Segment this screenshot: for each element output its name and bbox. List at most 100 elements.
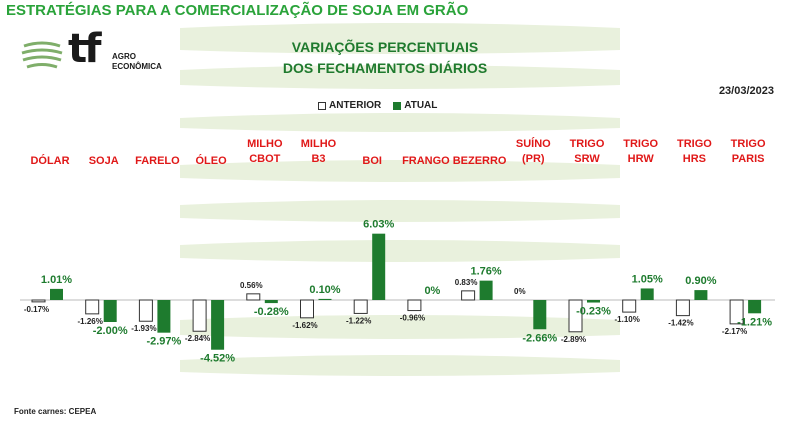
category-label-line: SUÍNO	[516, 137, 551, 150]
legend-item-current: ATUAL	[393, 100, 437, 111]
data-label-current: -1.21%	[737, 316, 772, 328]
bar-current	[533, 300, 547, 330]
category-label: FRANGO	[402, 155, 450, 167]
data-label-previous: -1.22%	[346, 316, 371, 325]
category-label: FARELO	[135, 155, 180, 167]
category-label-line: TRIGO	[731, 138, 766, 150]
category-label: SOJA	[89, 155, 119, 167]
data-label-previous: -2.89%	[561, 335, 586, 344]
legend-label-current: ATUAL	[404, 100, 438, 111]
data-label-current: 6.03%	[363, 219, 394, 231]
data-label-current: 0%	[424, 285, 440, 297]
chart-title-line-1: VARIAÇÕES PERCENTUAIS	[291, 39, 479, 55]
data-label-current: 0.10%	[309, 284, 340, 296]
logo-mark: tf	[68, 26, 101, 72]
bar-current	[640, 288, 654, 300]
category-label-line: PARIS	[732, 153, 765, 165]
bar-previous	[85, 299, 100, 315]
bar-previous	[31, 299, 46, 303]
data-label-previous: -2.17%	[722, 327, 747, 336]
data-label-current: -4.52%	[200, 353, 235, 365]
bar-previous	[300, 299, 314, 319]
background-stripe	[180, 200, 620, 222]
bar-current	[264, 300, 278, 304]
data-label-previous: 0.56%	[240, 281, 263, 290]
data-label-previous: -1.26%	[78, 317, 103, 326]
background-stripe	[180, 315, 620, 339]
bar-current	[587, 300, 600, 303]
category-label-line: MILHO	[247, 138, 283, 150]
chart-legend: ANTERIOR ATUAL	[318, 100, 437, 111]
legend-label-previous: ANTERIOR	[329, 100, 382, 111]
data-label-previous: -1.62%	[292, 321, 317, 330]
background-stripe	[180, 65, 620, 89]
category-label: TRIGO HRS	[677, 138, 712, 165]
chart-date: 23/03/2023	[718, 85, 774, 97]
data-label-previous: -1.93%	[131, 324, 156, 333]
data-label-current: -0.23%	[576, 306, 611, 318]
category-label: DÓLAR	[30, 154, 69, 167]
bar-current	[211, 300, 225, 350]
data-label-previous: -1.42%	[668, 319, 693, 328]
bar-current	[372, 233, 386, 300]
bar-current	[479, 280, 493, 300]
logo-sub-line-2: ECONÔMICA	[112, 62, 162, 71]
legend-swatch-previous	[318, 101, 326, 110]
background-stripe	[180, 160, 620, 182]
category-label: BOI	[362, 155, 382, 167]
bar-previous	[675, 299, 690, 317]
legend-item-previous: ANTERIOR	[318, 100, 381, 111]
bar-previous	[192, 299, 207, 332]
chart-title-line-2: DOS FECHAMENTOS DIÁRIOS	[282, 60, 488, 76]
bar-previous	[461, 290, 476, 301]
bar-current	[50, 288, 63, 300]
category-label: TRIGO SRW	[570, 138, 605, 165]
category-label-line: TRIGO	[570, 138, 605, 150]
bar-previous	[138, 299, 153, 322]
background-stripe	[180, 355, 620, 376]
data-label-current: 1.05%	[632, 273, 663, 285]
bar-previous	[622, 299, 637, 313]
bar-current	[157, 300, 171, 333]
data-label-previous: 0%	[514, 287, 526, 296]
category-label-line: HRS	[683, 153, 706, 165]
bar-previous	[353, 299, 368, 314]
category-label: TRIGO PARIS	[731, 138, 766, 165]
source-note: Fonte carnes: CEPEA	[14, 407, 97, 416]
category-label-line: HRW	[628, 153, 655, 165]
bar-current	[748, 300, 762, 314]
category-label-line: TRIGO	[623, 138, 658, 150]
background-stripe	[180, 240, 620, 262]
data-label-current: -0.28%	[254, 306, 289, 318]
logo-sub-line-1: AGRO	[112, 52, 136, 61]
bar-previous	[729, 299, 744, 325]
category-label: MILHO CBOT	[247, 138, 283, 165]
category-label-line: MILHO	[301, 138, 337, 150]
category-label-line: SRW	[574, 153, 600, 165]
background-stripe	[180, 23, 620, 54]
bar-current	[318, 298, 332, 300]
category-label: SUÍNO (PR)	[516, 137, 551, 165]
data-label-current: -2.97%	[146, 336, 181, 348]
category-label: MILHO B3	[301, 138, 337, 165]
bar-previous	[407, 299, 422, 312]
data-label-current: 1.76%	[470, 266, 501, 278]
data-label-previous: 0.83%	[455, 278, 478, 287]
background-stripe	[180, 113, 620, 132]
page-title: ESTRATÉGIAS PARA A COMERCIALIZAÇÃO DE SO…	[6, 2, 469, 19]
logo: tf AGRO ECONÔMICA	[20, 26, 172, 78]
bar-previous	[568, 299, 583, 333]
category-label: BEZERRO	[453, 155, 507, 167]
data-label-previous: -0.96%	[400, 314, 425, 323]
legend-swatch-current	[393, 101, 402, 110]
logo-globe-icon	[21, 34, 63, 74]
data-label-current: -2.00%	[93, 325, 128, 337]
category-label: ÓLEO	[196, 154, 228, 167]
data-label-previous: -0.17%	[24, 305, 49, 314]
data-label-previous: -2.84%	[185, 334, 210, 343]
logo-subtitle: AGRO ECONÔMICA	[112, 52, 172, 72]
data-label-current: 1.01%	[41, 274, 72, 286]
bar-current	[103, 300, 117, 322]
